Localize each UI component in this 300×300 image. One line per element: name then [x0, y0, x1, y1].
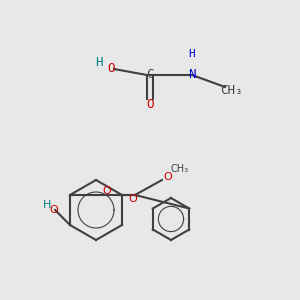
Text: H: H	[43, 200, 52, 211]
Text: O: O	[146, 98, 154, 112]
Text: CH₃: CH₃	[171, 164, 189, 175]
Text: N: N	[188, 68, 196, 82]
Text: O: O	[164, 172, 172, 182]
Text: O: O	[107, 62, 115, 76]
Text: O: O	[103, 185, 111, 196]
Text: O: O	[49, 205, 58, 215]
Text: O: O	[129, 194, 137, 205]
Text: CH₃: CH₃	[220, 83, 242, 97]
Text: H: H	[189, 49, 195, 59]
Text: H: H	[95, 56, 103, 70]
Text: C: C	[146, 68, 154, 82]
